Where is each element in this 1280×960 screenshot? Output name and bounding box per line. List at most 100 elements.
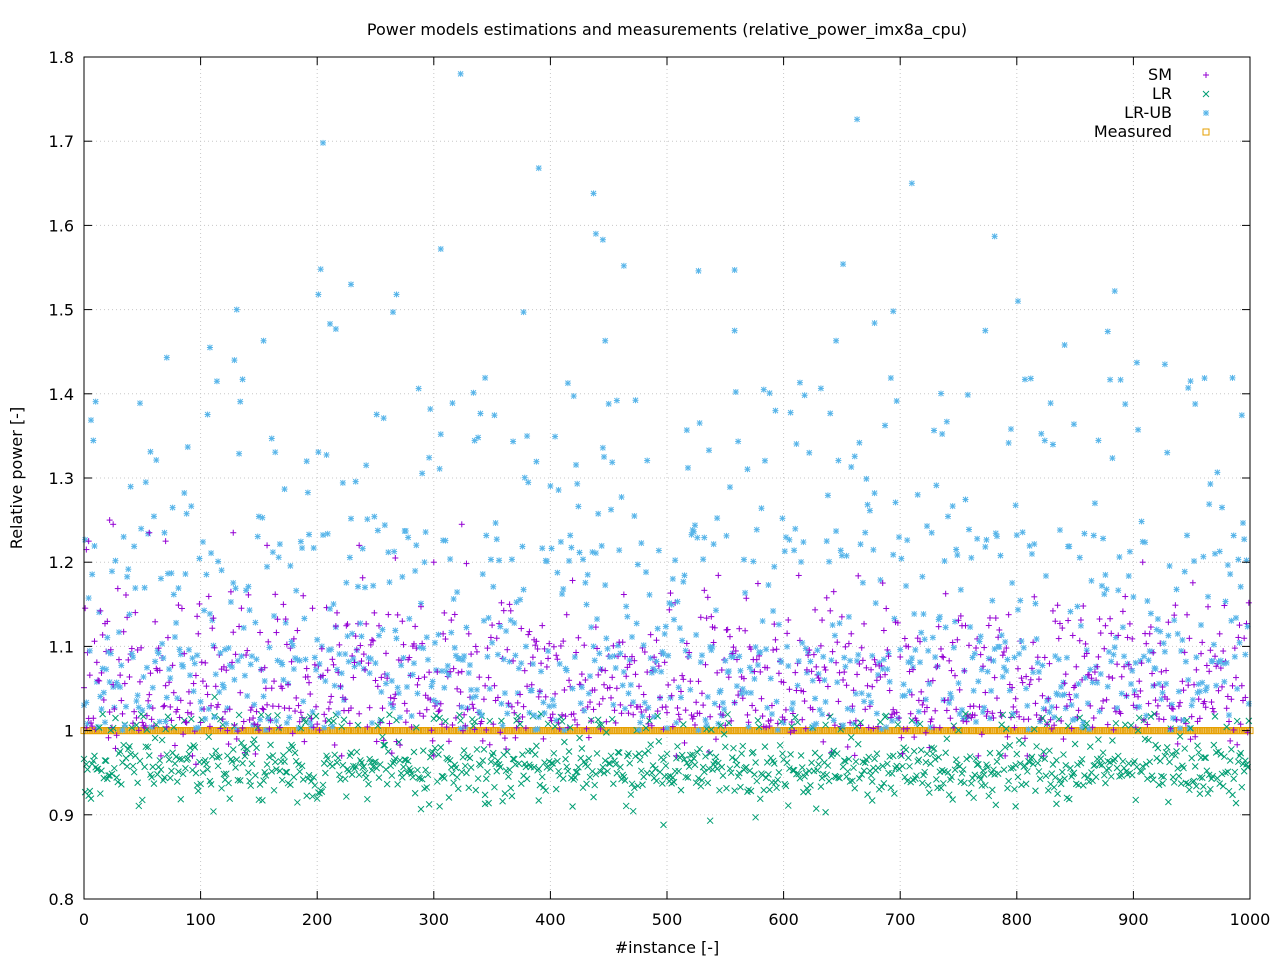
sm-point <box>87 719 94 726</box>
lr-ub-point <box>788 706 795 713</box>
lr-ub-point <box>117 684 124 691</box>
lr-ub-point <box>988 687 995 694</box>
lr-ub-point <box>315 449 322 456</box>
y-tick-label: 1.3 <box>49 469 74 488</box>
lr-ub-point <box>303 458 310 465</box>
lr-ub-point <box>1203 684 1210 691</box>
lr-ub-point <box>1041 437 1048 444</box>
lr-ub-point <box>300 698 307 705</box>
lr-ub-point <box>287 562 294 569</box>
lr-ub-point <box>794 682 801 689</box>
lr-point <box>108 770 116 778</box>
lr-ub-point <box>157 575 164 582</box>
lr-ub-point <box>522 643 529 650</box>
lr-ub-point <box>602 337 609 344</box>
lr-ub-point <box>855 651 862 658</box>
lr-ub-point <box>420 645 427 652</box>
lr-ub-point <box>814 647 821 654</box>
lr-ub-point <box>119 727 126 734</box>
lr-ub-point <box>1163 680 1170 687</box>
lr-ub-point <box>644 457 651 464</box>
lr-ub-point <box>1175 688 1182 695</box>
lr-ub-point <box>997 552 1004 559</box>
lr-point <box>172 753 180 761</box>
lr-ub-point <box>1156 680 1163 687</box>
lr-ub-point <box>665 652 672 659</box>
lr-ub-point <box>342 651 349 658</box>
lr-ub-point <box>624 613 631 620</box>
lr-point <box>175 768 182 775</box>
sm-point <box>188 710 195 717</box>
lr-ub-point <box>1095 437 1102 444</box>
lr-ub-point <box>175 585 182 592</box>
sm-point <box>321 711 328 718</box>
lr-point <box>205 733 213 741</box>
lr-ub-point <box>742 589 749 596</box>
y-tick-label: 1.7 <box>49 132 74 151</box>
sm-point <box>208 702 215 709</box>
lr-ub-point <box>112 557 119 564</box>
lr-ub-point <box>273 717 280 724</box>
lr-ub-point <box>534 725 541 732</box>
lr-ub-point <box>766 390 773 397</box>
lr-ub-point <box>260 337 267 344</box>
lr-ub-point <box>1224 562 1231 569</box>
lr-ub-point <box>1245 700 1252 707</box>
lr-ub-point <box>1109 455 1116 462</box>
sm-point <box>213 704 220 711</box>
lr-point <box>201 756 209 764</box>
lr-ub-point <box>517 596 524 603</box>
lr-ub-point <box>1023 685 1030 692</box>
lr-ub-point <box>447 556 454 563</box>
sm-point <box>316 727 323 734</box>
lr-ub-point <box>711 700 718 707</box>
lr-ub-point <box>865 692 872 699</box>
lr-point <box>312 712 320 720</box>
lr-ub-point <box>799 639 806 646</box>
lr-ub-point <box>293 587 300 594</box>
lr-ub-point <box>152 658 159 665</box>
lr-ub-point <box>740 556 747 563</box>
lr-ub-point <box>1104 328 1111 335</box>
lr-ub-point <box>437 431 444 438</box>
lr-ub-point <box>1013 532 1020 539</box>
lr-ub-point <box>625 690 632 697</box>
sm-point <box>215 701 222 708</box>
sm-point <box>243 652 250 659</box>
lr-ub-point <box>636 726 643 733</box>
lr-ub-point <box>554 569 561 576</box>
lr-ub-point <box>584 571 591 578</box>
lr-ub-point <box>612 664 619 671</box>
lr-ub-point <box>939 430 946 437</box>
sm-point <box>97 607 104 614</box>
lr-ub-point <box>382 680 389 687</box>
lr-ub-point <box>1230 532 1237 539</box>
lr-ub-point <box>1012 502 1019 509</box>
lr-ub-point <box>1124 660 1131 667</box>
lr-ub-point <box>92 398 99 405</box>
lr-ub-point <box>976 638 983 645</box>
lr-ub-point <box>827 410 834 417</box>
lr-point <box>182 764 189 772</box>
lr-ub-point <box>435 631 442 638</box>
sm-point <box>117 672 124 679</box>
lr-ub-point <box>1032 600 1039 607</box>
lr-ub-point <box>395 690 402 697</box>
lr-point <box>310 774 318 781</box>
sm-point <box>166 679 173 686</box>
lr-ub-point <box>136 400 143 407</box>
lr-ub-point <box>891 615 898 622</box>
lr-ub-point <box>784 643 791 650</box>
lr-ub-point <box>540 699 547 706</box>
lr-point <box>289 743 297 751</box>
lr-ub-point <box>890 551 897 558</box>
lr-point <box>115 750 123 757</box>
sm-point <box>94 677 101 684</box>
lr-ub-point <box>964 391 971 398</box>
lr-ub-point <box>892 499 899 506</box>
lr-ub-point <box>546 703 553 710</box>
sm-point <box>236 623 243 630</box>
lr-ub-point <box>233 726 240 733</box>
lr-ub-point <box>176 646 183 653</box>
sm-point <box>182 719 189 726</box>
